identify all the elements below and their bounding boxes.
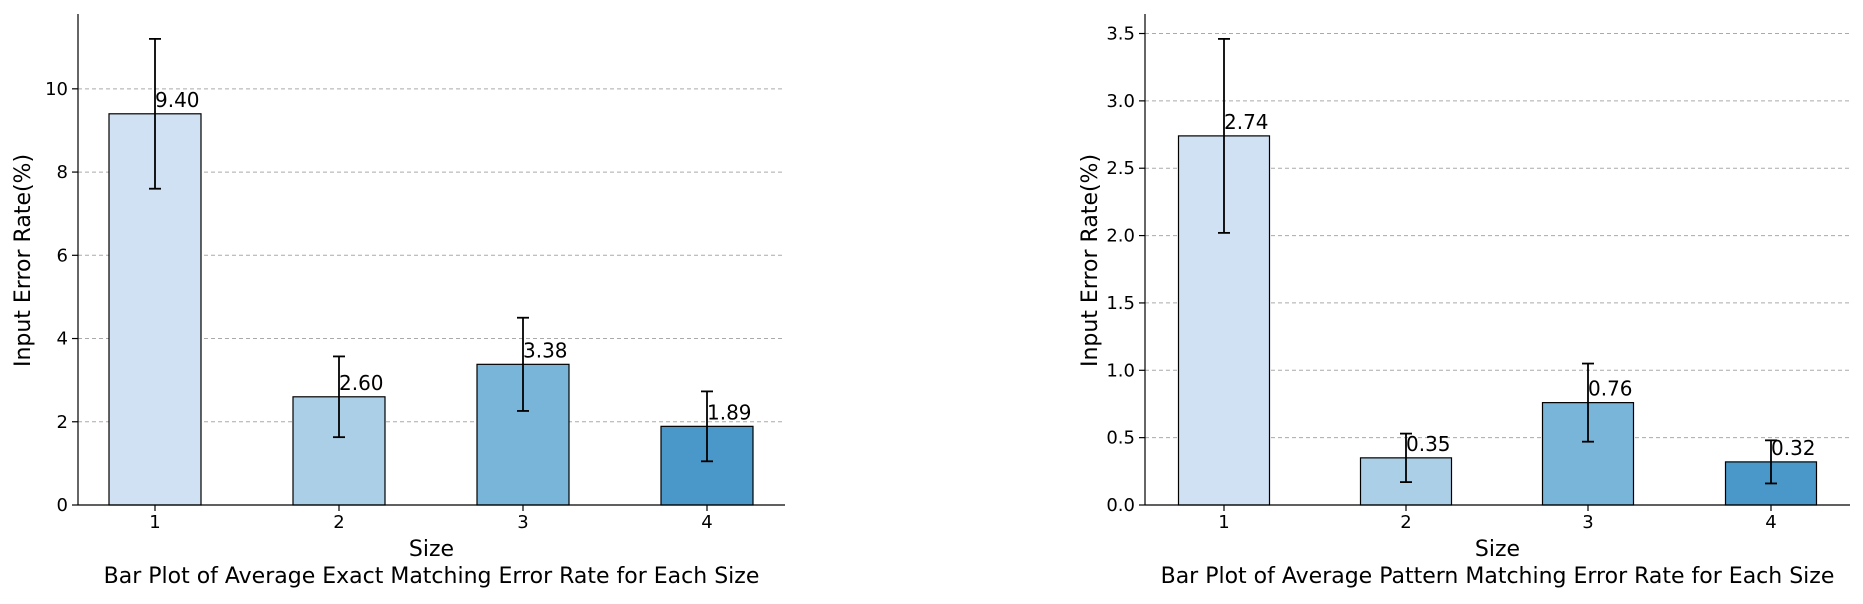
data-label: 0.32 (1771, 436, 1816, 460)
x-tick-label: 2 (1400, 512, 1411, 533)
x-axis-label: Size (409, 537, 454, 562)
x-tick-label: 2 (333, 512, 344, 533)
y-axis-label: Input Error Rate(%) (1078, 154, 1103, 367)
y-tick-label: 10 (45, 79, 68, 100)
x-tick-label: 1 (149, 512, 160, 533)
x-tick-label: 4 (1765, 512, 1776, 533)
y-tick-label: 4 (57, 329, 68, 350)
y-tick-label: 1.5 (1106, 293, 1135, 314)
x-tick-label: 4 (701, 512, 712, 533)
x-tick-label: 1 (1218, 512, 1229, 533)
y-tick-label: 6 (57, 245, 68, 266)
y-tick-label: 3.5 (1106, 24, 1135, 45)
y-tick-label: 3.0 (1106, 91, 1135, 112)
y-tick-label: 0 (57, 495, 68, 516)
data-label: 0.35 (1406, 432, 1451, 456)
data-label: 9.40 (155, 88, 200, 112)
y-tick-label: 0.5 (1106, 428, 1135, 449)
y-tick-label: 2 (57, 412, 68, 433)
data-label: 3.38 (523, 338, 568, 362)
x-axis-label: Size (1475, 537, 1520, 562)
x-tick-label: 3 (517, 512, 528, 533)
y-axis-label: Input Error Rate(%) (11, 154, 36, 367)
y-tick-label: 2.5 (1106, 158, 1135, 179)
data-label: 2.74 (1224, 110, 1269, 134)
y-tick-label: 2.0 (1106, 226, 1135, 247)
chart-title: Bar Plot of Average Exact Matching Error… (104, 564, 760, 589)
data-label: 1.89 (707, 400, 752, 424)
y-tick-label: 1.0 (1106, 360, 1135, 381)
x-tick-label: 3 (1582, 512, 1593, 533)
data-label: 2.60 (339, 371, 384, 395)
chart-title: Bar Plot of Average Pattern Matching Err… (1161, 564, 1835, 589)
y-tick-label: 0.0 (1106, 495, 1135, 516)
y-tick-label: 8 (57, 162, 68, 183)
pattern-matching-chart: 2.74 0.35 0.76 0.32 0.0 0.5 1.0 1.5 2.0 2.5 3.0 3.5… (1078, 14, 1850, 589)
data-label: 0.76 (1588, 377, 1633, 401)
